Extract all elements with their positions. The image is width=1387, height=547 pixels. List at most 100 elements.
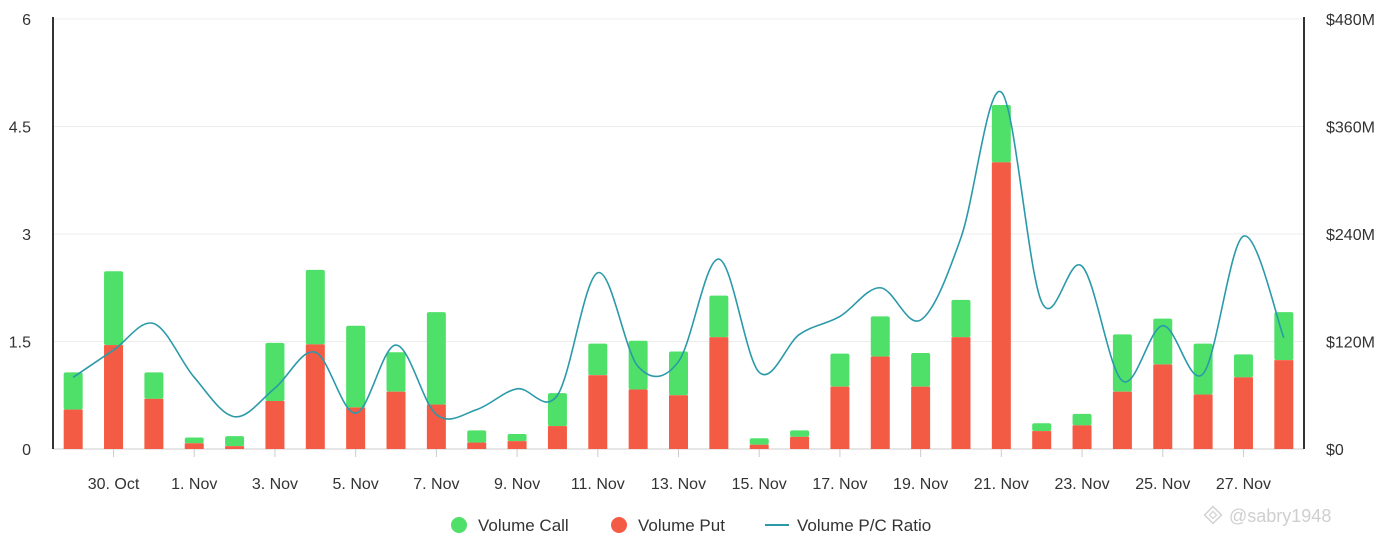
bar-volume-put — [547, 426, 567, 449]
axes — [52, 17, 1305, 449]
y-tick-label: 1.5 — [9, 335, 31, 352]
bar-volume-call — [790, 430, 810, 437]
y-tick-label: 0 — [22, 442, 31, 459]
bar-volume-put — [63, 409, 83, 449]
bar-volume-call — [1233, 354, 1253, 378]
y-tick-label: 4.5 — [9, 120, 31, 137]
legend-label-volume-pc-ratio: Volume P/C Ratio — [797, 516, 931, 535]
bar-volume-call — [346, 325, 366, 408]
bar-volume-call — [1193, 343, 1213, 395]
bar-volume-call — [911, 352, 931, 387]
bar-volume-put — [1112, 391, 1132, 449]
legend-marker-volume-put — [611, 517, 627, 533]
x-tick-label: 25. Nov — [1135, 476, 1190, 493]
y-tick-label: 3 — [22, 227, 31, 244]
bar-volume-put — [830, 386, 850, 449]
bar-volume-put — [265, 400, 285, 449]
bar-volume-call — [467, 430, 487, 443]
bar-volume-put — [628, 389, 648, 449]
x-tick-label: 27. Nov — [1216, 476, 1271, 493]
watermark: @sabry1948 — [1203, 505, 1331, 526]
bar-volume-put — [870, 356, 890, 449]
bar-volume-call — [63, 372, 83, 410]
y-tick-label: 6 — [22, 12, 31, 29]
x-tick-label: 23. Nov — [1054, 476, 1109, 493]
y2-tick-label: $0 — [1326, 442, 1344, 459]
bar-volume-put — [951, 337, 971, 449]
bar-volume-call — [1112, 334, 1132, 392]
bar-volume-put — [1233, 377, 1253, 449]
x-tick-label: 21. Nov — [974, 476, 1029, 493]
bar-volume-call — [749, 438, 769, 445]
bar-volume-put — [104, 345, 124, 449]
bar-volume-put — [467, 442, 487, 449]
bar-volume-put — [588, 375, 608, 449]
bar-volume-put — [1072, 425, 1092, 449]
bar-volume-call — [1072, 413, 1092, 426]
bar-volume-put — [184, 443, 204, 449]
bar-volume-put — [507, 441, 527, 449]
bar-volume-call — [669, 351, 688, 396]
legend-item-volume-pc-ratio[interactable]: Volume P/C Ratio — [765, 516, 931, 535]
bar-volume-call — [104, 271, 124, 346]
x-tick-label: 11. Nov — [571, 476, 625, 493]
bar-volume-put — [305, 344, 325, 449]
bar-volume-call — [991, 105, 1011, 163]
x-tick-label: 5. Nov — [333, 476, 379, 493]
bar-volume-call — [305, 269, 325, 345]
bar-volume-put — [911, 386, 931, 449]
x-tick-label: 30. Oct — [88, 476, 140, 493]
binance-logo-icon — [1203, 505, 1223, 525]
bar-volume-put — [346, 407, 366, 449]
x-tick-label: 3. Nov — [252, 476, 298, 493]
bar-volume-put — [991, 162, 1011, 450]
bar-volume-put — [426, 404, 446, 449]
bar-volume-call — [830, 353, 850, 387]
bar-volume-put — [1032, 431, 1052, 449]
bar-volume-put — [709, 337, 729, 449]
bar-volume-call — [386, 352, 406, 392]
x-tick-label: 13. Nov — [651, 476, 706, 493]
bar-volume-put — [669, 395, 688, 449]
y2-tick-label: $480M — [1326, 12, 1375, 29]
bar-volume-put — [144, 398, 164, 449]
bars — [63, 105, 1294, 450]
pc-ratio-line-layer — [72, 90, 1285, 420]
bar-volume-call — [628, 340, 648, 390]
grid-lines — [53, 18, 1304, 450]
bar-volume-put — [790, 436, 810, 449]
legend-label-volume-call: Volume Call — [478, 516, 569, 535]
bar-volume-put — [1274, 360, 1294, 449]
bar-volume-call — [709, 295, 729, 338]
x-tick-label: 9. Nov — [494, 476, 540, 493]
legend[interactable]: Volume Call Volume Put Volume P/C Ratio — [451, 516, 931, 535]
y2-tick-label: $120M — [1326, 335, 1375, 352]
legend-marker-volume-call — [451, 517, 467, 533]
x-tick-label: 17. Nov — [812, 476, 867, 493]
tick-labels: 0 1.5 3 4.5 6 $0 $120M $240M $360M $480M 30. Oct 1.… — [9, 12, 1375, 493]
bar-volume-call — [1153, 318, 1173, 365]
bar-volume-call — [507, 433, 527, 442]
bar-volume-call — [184, 437, 204, 444]
bar-volume-call — [144, 372, 164, 399]
x-tick-label: 19. Nov — [893, 476, 948, 493]
bar-volume-call — [1032, 423, 1052, 432]
bar-volume-call — [225, 436, 245, 447]
y2-tick-label: $360M — [1326, 120, 1375, 137]
y2-tick-label: $240M — [1326, 227, 1375, 244]
line-volume-pc-ratio — [72, 90, 1285, 420]
legend-label-volume-put: Volume Put — [638, 516, 725, 535]
bar-volume-call — [870, 316, 890, 357]
bar-volume-put — [749, 444, 769, 449]
bar-volume-call — [265, 342, 285, 401]
x-tick-label: 7. Nov — [413, 476, 459, 493]
bar-volume-put — [1153, 364, 1173, 449]
bar-volume-call — [426, 312, 446, 405]
legend-item-volume-call[interactable]: Volume Call — [451, 516, 569, 535]
legend-item-volume-put[interactable]: Volume Put — [611, 516, 725, 535]
x-tick-label: 1. Nov — [171, 476, 217, 493]
bar-volume-call — [588, 343, 608, 376]
x-tick-label: 15. Nov — [732, 476, 787, 493]
